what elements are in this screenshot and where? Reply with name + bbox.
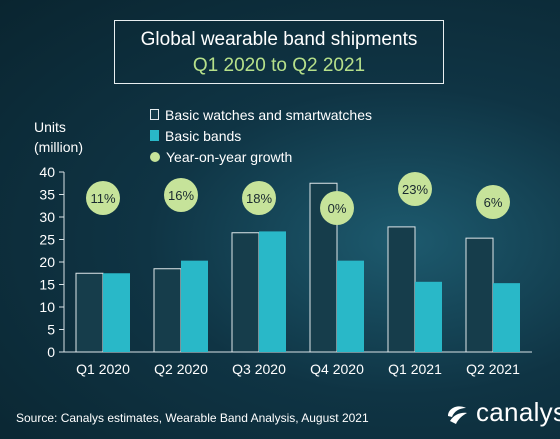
y-tick-label: 25 — [39, 232, 55, 248]
yoy-growth-bubble — [320, 191, 354, 225]
y-tick-label: 20 — [39, 254, 55, 270]
legend-item-basic-watches: Basic watches and smartwatches — [150, 104, 372, 125]
y-tick-label: 0 — [47, 344, 55, 360]
legend-swatch-basic-bands — [150, 130, 159, 141]
brand-name: canalys — [476, 397, 560, 427]
legend-swatch-basic-watches — [150, 109, 159, 120]
legend-label-basic-bands: Basic bands — [165, 127, 242, 144]
yoy-growth-bubble — [242, 181, 276, 215]
canalys-logo: canalys — [444, 397, 560, 428]
x-tick-label: Q1 2021 — [388, 361, 442, 377]
legend-swatch-yoy-growth — [150, 151, 160, 162]
legend-item-basic-bands: Basic bands — [150, 125, 372, 146]
x-tick-label: Q2 2021 — [466, 361, 520, 377]
yoy-growth-bubble — [164, 178, 198, 212]
bar-basic-watches — [75, 272, 104, 353]
x-tick-label: Q3 2020 — [232, 361, 286, 377]
x-tick-label: Q4 2020 — [310, 361, 364, 377]
chart-title: Global wearable band shipments — [140, 29, 418, 50]
yoy-growth-label: 0% — [328, 201, 347, 216]
y-tick-label: 10 — [39, 299, 55, 315]
bar-basic-bands — [181, 260, 208, 352]
bar-basic-bands — [259, 231, 286, 352]
y-tick-label: 30 — [39, 209, 55, 225]
bar-basic-watches — [231, 232, 260, 353]
bar-basic-bands — [337, 260, 364, 352]
legend: Basic watches and smartwatches Basic ban… — [150, 104, 372, 167]
yoy-growth-label: 6% — [484, 195, 503, 210]
title-box: Global wearable band shipments Q1 2020 t… — [114, 20, 444, 84]
y-tick-label: 5 — [47, 322, 55, 338]
bar-basic-watches — [465, 237, 494, 353]
yoy-growth-label: 18% — [246, 191, 272, 206]
legend-label-basic-watches: Basic watches and smartwatches — [165, 106, 372, 123]
bar-basic-watches — [153, 268, 182, 353]
canalys-logo-icon — [448, 405, 467, 424]
yoy-growth-label: 23% — [402, 182, 428, 197]
y-tick-label: 15 — [39, 277, 55, 293]
bar-basic-watches — [387, 226, 416, 353]
x-tick-label: Q1 2020 — [76, 361, 130, 377]
yoy-growth-label: 16% — [168, 188, 194, 203]
chart-subtitle: Q1 2020 to Q2 2021 — [192, 55, 366, 76]
x-tick-label: Q2 2020 — [154, 361, 208, 377]
bar-basic-bands — [103, 273, 130, 352]
yoy-growth-bubble — [398, 172, 432, 206]
bar-basic-bands — [415, 281, 442, 352]
y-tick-label: 40 — [39, 164, 55, 180]
bar-basic-bands — [493, 283, 520, 352]
legend-item-yoy-growth: Year-on-year growth — [150, 146, 372, 167]
legend-label-yoy-growth: Year-on-year growth — [166, 148, 293, 165]
yoy-growth-label: 11% — [90, 191, 115, 206]
yoy-growth-bubble — [86, 181, 120, 215]
yoy-growth-bubble — [476, 185, 510, 219]
source-note: Source: Canalys estimates, Wearable Band… — [16, 411, 369, 425]
y-tick-label: 35 — [39, 187, 55, 203]
y-axis-label: Units (million) — [34, 119, 83, 155]
